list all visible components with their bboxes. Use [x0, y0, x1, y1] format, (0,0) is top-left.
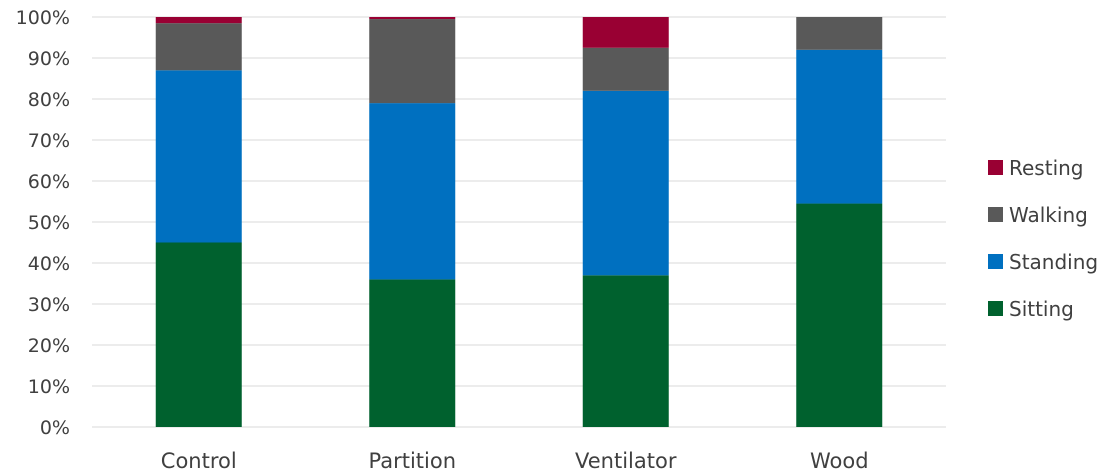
bar-segment-walking — [582, 47, 669, 91]
bar-segment-resting — [155, 17, 242, 24]
x-category-label: Ventilator — [575, 449, 677, 473]
legend-label: Walking — [1009, 203, 1088, 227]
x-category-label: Wood — [810, 449, 869, 473]
bar-segment-standing — [369, 103, 456, 280]
bar-stack-partition — [369, 17, 456, 427]
legend-swatch — [988, 301, 1003, 316]
bar-segment-walking — [369, 19, 456, 104]
bar-stack-wood — [796, 17, 883, 427]
legend-swatch — [988, 160, 1003, 175]
legend-label: Resting — [1009, 156, 1084, 180]
legend-item-resting: Resting — [988, 156, 1084, 180]
bar-segment-sitting — [155, 242, 242, 427]
bar-segment-sitting — [582, 275, 669, 427]
bar-segment-standing — [796, 49, 883, 204]
x-category-label: Partition — [368, 449, 456, 473]
y-axis-ticks: 0% 10% 20% 30% 40% 50% 60% 70% 80% 90% 100% — [16, 7, 70, 439]
y-tick-label: 90% — [28, 48, 70, 70]
legend-swatch — [988, 254, 1003, 269]
y-tick-label: 60% — [28, 171, 70, 193]
bar-segment-sitting — [369, 279, 456, 427]
legend-item-walking: Walking — [988, 203, 1088, 227]
legend-item-sitting: Sitting — [988, 297, 1074, 321]
x-axis-categories: Control Partition Ventilator Wood — [161, 449, 869, 473]
bar-segment-standing — [582, 90, 669, 276]
y-tick-label: 80% — [28, 89, 70, 111]
bar-stack-control — [155, 17, 242, 427]
bars — [155, 17, 883, 427]
legend-swatch — [988, 207, 1003, 222]
y-tick-label: 100% — [16, 7, 70, 29]
bar-segment-standing — [155, 70, 242, 243]
bar-segment-walking — [796, 17, 883, 50]
y-tick-label: 10% — [28, 376, 70, 398]
y-tick-label: 20% — [28, 335, 70, 357]
legend-item-standing: Standing — [988, 250, 1098, 274]
bar-segment-sitting — [796, 203, 883, 427]
x-category-label: Control — [161, 449, 237, 473]
legend-label: Sitting — [1009, 297, 1074, 321]
bar-segment-resting — [582, 17, 669, 48]
bar-segment-resting — [369, 17, 456, 20]
y-tick-label: 70% — [28, 130, 70, 152]
y-tick-label: 30% — [28, 294, 70, 316]
bar-stack-ventilator — [582, 17, 669, 427]
bar-segment-walking — [155, 23, 242, 71]
y-tick-label: 50% — [28, 212, 70, 234]
legend-label: Standing — [1009, 250, 1098, 274]
legend: Resting Walking Standing Sitting — [988, 156, 1098, 321]
y-tick-label: 40% — [28, 253, 70, 275]
y-tick-label: 0% — [40, 417, 70, 439]
